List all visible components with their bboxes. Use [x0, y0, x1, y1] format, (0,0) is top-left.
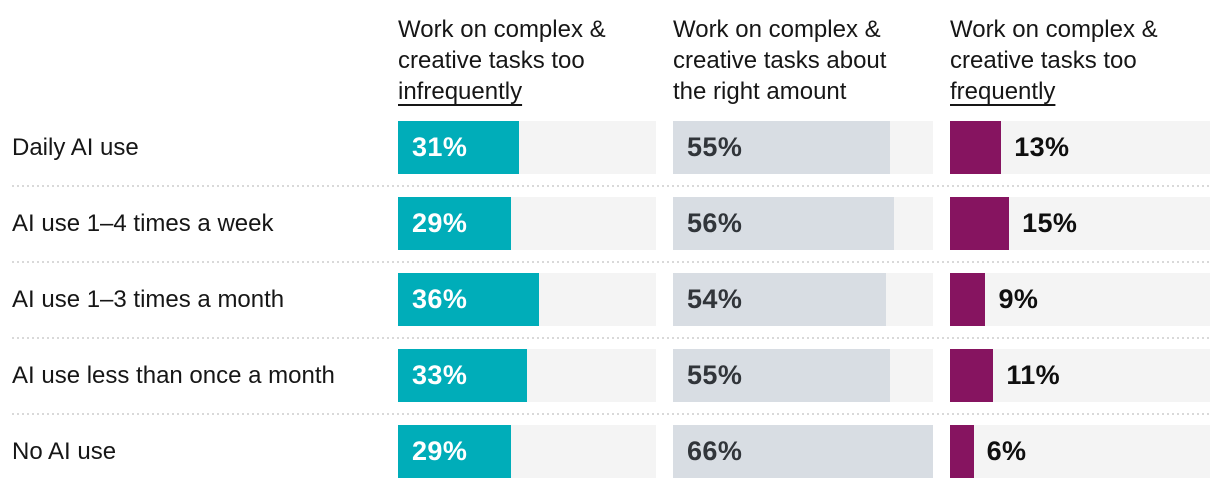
bar-value: 11%: [1006, 360, 1061, 390]
bar-fill: 56%: [673, 197, 894, 250]
column-header-underlined-line: frequently: [950, 78, 1056, 105]
bar-track: 36%: [398, 273, 656, 326]
bar-value: 66%: [687, 436, 743, 466]
bar-fill: [950, 349, 994, 402]
bar-track: 29%: [398, 425, 656, 478]
bar-track: 66%: [673, 425, 933, 478]
bar-track: 54%: [673, 273, 933, 326]
row-separator: [12, 413, 1210, 415]
bar-value: 15%: [1022, 208, 1078, 238]
chart-row-grid: AI use 1–3 times a month 36% 54% 9%: [12, 273, 1210, 326]
bar-value: 29%: [412, 208, 468, 238]
bar-track: 56%: [673, 197, 933, 250]
bar-fill: 55%: [673, 121, 890, 174]
bar-value: 6%: [986, 436, 1027, 466]
column-header-line: the right amount: [673, 78, 847, 105]
chart-row: Daily AI use 31% 55% 13%: [12, 121, 1210, 197]
column-header: Work on complex & creative tasks too infre…: [398, 14, 656, 107]
chart-row: AI use 1–3 times a month 36% 54% 9%: [12, 273, 1210, 349]
bar-track: 11%: [950, 349, 1210, 402]
bar-fill: 31%: [398, 121, 520, 174]
row-label: No AI use: [12, 437, 117, 465]
bar-value: 33%: [412, 360, 468, 390]
bar-fill: 54%: [673, 273, 886, 326]
bar-track: 29%: [398, 197, 656, 250]
chart-row-grid: AI use less than once a month 33% 55% 11…: [12, 349, 1210, 402]
chart-row-grid: Daily AI use 31% 55% 13%: [12, 121, 1210, 174]
bar-fill: 36%: [398, 273, 539, 326]
chart-rows: Daily AI use 31% 55% 13% AI use 1–4 time…: [12, 121, 1210, 490]
bar-track: 55%: [673, 121, 933, 174]
header-spacer: [12, 14, 381, 107]
column-header: Work on complex & creative tasks about the…: [673, 14, 933, 107]
bar-track: 33%: [398, 349, 656, 402]
row-separator: [12, 261, 1210, 263]
bar-track: 9%: [950, 273, 1210, 326]
row-label: AI use 1–4 times a week: [12, 209, 274, 237]
bar-track: 15%: [950, 197, 1210, 250]
chart-row: AI use less than once a month 33% 55% 11…: [12, 349, 1210, 425]
bar-value: 56%: [687, 208, 743, 238]
bar-value: 54%: [687, 284, 743, 314]
bar-track: 31%: [398, 121, 656, 174]
bar-value: 29%: [412, 436, 468, 466]
column-header: Work on complex & creative tasks too frequ…: [950, 14, 1210, 107]
bar-fill: [950, 425, 974, 478]
bar-value: 31%: [412, 132, 468, 162]
bar-fill: 29%: [398, 197, 512, 250]
chart-row-grid: No AI use 29% 66% 6%: [12, 425, 1210, 478]
bar-fill: 55%: [673, 349, 890, 402]
bar-fill: 33%: [398, 349, 527, 402]
bar-fill: 66%: [673, 425, 933, 478]
column-header-line: Work on complex &: [673, 16, 881, 43]
column-header-line: Work on complex &: [398, 16, 606, 43]
column-header-underlined-line: infrequently: [398, 78, 523, 105]
bar-value: 9%: [998, 284, 1039, 314]
chart-row: No AI use 29% 66% 6%: [12, 425, 1210, 490]
bar-track: 6%: [950, 425, 1210, 478]
row-label: Daily AI use: [12, 133, 139, 161]
row-label: AI use 1–3 times a month: [12, 285, 285, 313]
bar-fill: 29%: [398, 425, 512, 478]
bar-value: 55%: [687, 132, 743, 162]
bar-fill: [950, 197, 1010, 250]
bar-track: 55%: [673, 349, 933, 402]
bar-fill: [950, 273, 986, 326]
chart-row: AI use 1–4 times a week 29% 56% 15%: [12, 197, 1210, 273]
column-header-line: Work on complex &: [950, 16, 1158, 43]
column-headers-row: Work on complex & creative tasks too infre…: [12, 14, 1210, 107]
row-separator: [12, 185, 1210, 187]
bar-value: 55%: [687, 360, 743, 390]
row-label: AI use less than once a month: [12, 361, 335, 389]
row-separator: [12, 337, 1210, 339]
column-header-line: creative tasks about: [673, 47, 887, 74]
bar-track: 13%: [950, 121, 1210, 174]
column-header-line: creative tasks too: [950, 47, 1137, 74]
bar-fill: [950, 121, 1002, 174]
bar-value: 36%: [412, 284, 468, 314]
bar-value: 13%: [1014, 132, 1070, 162]
chart-row-grid: AI use 1–4 times a week 29% 56% 15%: [12, 197, 1210, 250]
column-header-line: creative tasks too: [398, 47, 585, 74]
